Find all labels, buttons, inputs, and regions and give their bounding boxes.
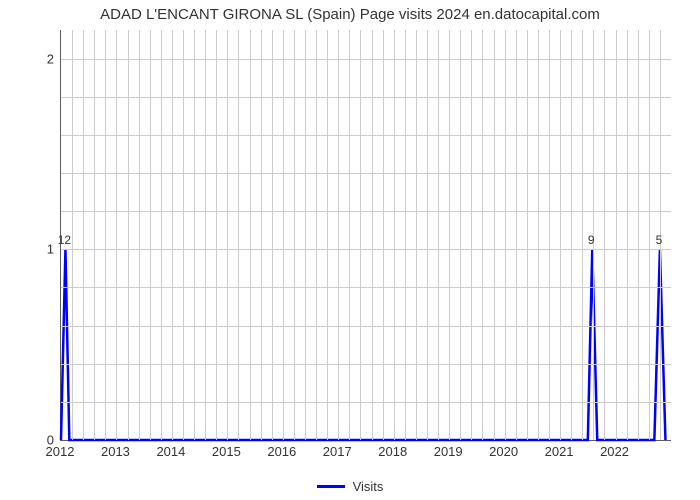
data-label: 12	[58, 233, 71, 247]
x-gridline-minor	[139, 30, 140, 440]
x-gridline	[227, 30, 228, 440]
x-gridline-minor	[649, 30, 650, 440]
x-gridline-minor	[516, 30, 517, 440]
x-gridline-minor	[194, 30, 195, 440]
x-gridline	[394, 30, 395, 440]
x-gridline-minor	[471, 30, 472, 440]
y-tick-label: 1	[14, 242, 54, 257]
x-gridline-minor	[128, 30, 129, 440]
x-tick-label: 2021	[545, 444, 574, 459]
x-gridline-minor	[627, 30, 628, 440]
y-gridline-minor	[61, 211, 671, 212]
y-tick-label: 2	[14, 51, 54, 66]
x-gridline-minor	[372, 30, 373, 440]
x-tick-label: 2018	[378, 444, 407, 459]
y-gridline-minor	[61, 287, 671, 288]
x-gridline	[116, 30, 117, 440]
x-tick-label: 2012	[46, 444, 75, 459]
x-gridline	[449, 30, 450, 440]
y-gridline-minor	[61, 173, 671, 174]
x-gridline-minor	[538, 30, 539, 440]
y-gridline-minor	[61, 97, 671, 98]
x-tick-label: 2020	[489, 444, 518, 459]
x-gridline-minor	[250, 30, 251, 440]
x-gridline-minor	[261, 30, 262, 440]
x-gridline-minor	[272, 30, 273, 440]
x-gridline-minor	[638, 30, 639, 440]
y-gridline	[61, 59, 671, 60]
x-gridline	[172, 30, 173, 440]
x-gridline-minor	[582, 30, 583, 440]
x-gridline	[338, 30, 339, 440]
legend: Visits	[0, 479, 700, 494]
x-gridline-minor	[150, 30, 151, 440]
x-gridline-minor	[316, 30, 317, 440]
line-series	[61, 30, 671, 440]
x-gridline-minor	[238, 30, 239, 440]
x-gridline-minor	[482, 30, 483, 440]
x-gridline-minor	[383, 30, 384, 440]
y-gridline-minor	[61, 135, 671, 136]
x-gridline-minor	[527, 30, 528, 440]
x-tick-label: 2013	[101, 444, 130, 459]
x-gridline-minor	[294, 30, 295, 440]
x-gridline-minor	[604, 30, 605, 440]
x-tick-label: 2014	[156, 444, 185, 459]
x-gridline-minor	[549, 30, 550, 440]
x-gridline-minor	[494, 30, 495, 440]
chart-title: ADAD L'ENCANT GIRONA SL (Spain) Page vis…	[0, 6, 700, 23]
x-gridline-minor	[161, 30, 162, 440]
y-gridline-minor	[61, 402, 671, 403]
x-gridline-minor	[405, 30, 406, 440]
plot-area	[60, 30, 671, 441]
legend-swatch	[317, 485, 345, 488]
x-gridline-minor	[460, 30, 461, 440]
x-gridline-minor	[416, 30, 417, 440]
x-gridline-minor	[327, 30, 328, 440]
x-gridline-minor	[216, 30, 217, 440]
x-tick-label: 2022	[600, 444, 629, 459]
x-gridline-minor	[438, 30, 439, 440]
x-gridline	[560, 30, 561, 440]
legend-label: Visits	[353, 479, 384, 494]
y-gridline	[61, 249, 671, 250]
x-tick-label: 2015	[212, 444, 241, 459]
x-gridline-minor	[72, 30, 73, 440]
x-gridline-minor	[571, 30, 572, 440]
data-label: 5	[656, 233, 663, 247]
x-gridline	[283, 30, 284, 440]
x-gridline	[505, 30, 506, 440]
x-gridline-minor	[205, 30, 206, 440]
x-gridline-minor	[94, 30, 95, 440]
x-gridline-minor	[183, 30, 184, 440]
data-label: 9	[588, 233, 595, 247]
x-gridline-minor	[427, 30, 428, 440]
x-tick-label: 2016	[267, 444, 296, 459]
x-tick-label: 2019	[434, 444, 463, 459]
y-gridline-minor	[61, 326, 671, 327]
x-gridline-minor	[83, 30, 84, 440]
x-gridline-minor	[360, 30, 361, 440]
y-gridline-minor	[61, 364, 671, 365]
x-gridline	[616, 30, 617, 440]
x-gridline-minor	[349, 30, 350, 440]
x-tick-label: 2017	[323, 444, 352, 459]
x-gridline-minor	[105, 30, 106, 440]
x-gridline-minor	[305, 30, 306, 440]
